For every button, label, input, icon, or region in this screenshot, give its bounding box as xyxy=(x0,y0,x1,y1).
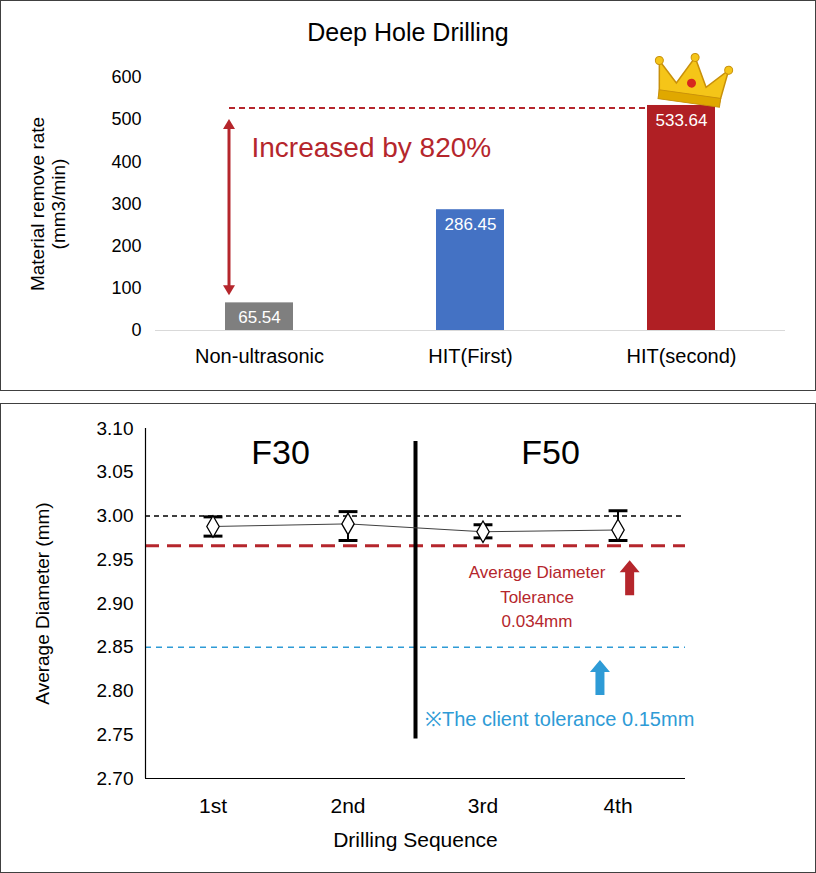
svg-text:Material remove rate(mm3/min): Material remove rate(mm3/min) xyxy=(27,117,69,291)
svg-text:Average Diameter (mm): Average Diameter (mm) xyxy=(32,502,53,704)
svg-text:2.80: 2.80 xyxy=(97,680,134,701)
svg-text:65.54: 65.54 xyxy=(238,308,281,327)
svg-text:※The client tolerance 0.15mm: ※The client tolerance 0.15mm xyxy=(425,708,694,730)
svg-text:3.00: 3.00 xyxy=(97,505,134,526)
svg-text:F30: F30 xyxy=(251,433,310,471)
html-text:Deep Hole Drilling: Deep Hole Drilling xyxy=(307,18,509,46)
svg-text:2.90: 2.90 xyxy=(97,593,134,614)
svg-text:600: 600 xyxy=(111,67,141,87)
svg-text:300: 300 xyxy=(111,194,141,214)
svg-text:200: 200 xyxy=(111,236,141,256)
svg-text:HIT(First): HIT(First) xyxy=(428,345,512,367)
svg-text:1st: 1st xyxy=(199,794,227,817)
svg-text:500: 500 xyxy=(111,109,141,129)
svg-text:2.85: 2.85 xyxy=(97,636,134,657)
svg-text:4th: 4th xyxy=(603,794,632,817)
svg-text:533.64: 533.64 xyxy=(656,111,708,130)
svg-text:3.05: 3.05 xyxy=(97,461,134,482)
svg-text:0: 0 xyxy=(131,320,141,340)
svg-text:HIT(second): HIT(second) xyxy=(626,345,736,367)
svg-text:3rd: 3rd xyxy=(468,794,498,817)
svg-text:F50: F50 xyxy=(521,433,580,471)
svg-text:100: 100 xyxy=(111,278,141,298)
svg-text:Increased by 820%: Increased by 820% xyxy=(252,132,492,163)
svg-text:2.70: 2.70 xyxy=(97,768,134,789)
svg-text:Drilling Sequence: Drilling Sequence xyxy=(333,828,498,851)
svg-text:400: 400 xyxy=(111,152,141,172)
svg-text:3.10: 3.10 xyxy=(97,418,134,439)
svg-text:2.95: 2.95 xyxy=(97,549,134,570)
svg-text:Non-ultrasonic: Non-ultrasonic xyxy=(195,345,324,367)
svg-text:2.75: 2.75 xyxy=(97,724,134,745)
svg-text:286.45: 286.45 xyxy=(445,215,497,234)
svg-text:2nd: 2nd xyxy=(330,794,365,817)
svg-text:Average DiameterTolerance0.034: Average DiameterTolerance0.034mm xyxy=(469,563,606,631)
